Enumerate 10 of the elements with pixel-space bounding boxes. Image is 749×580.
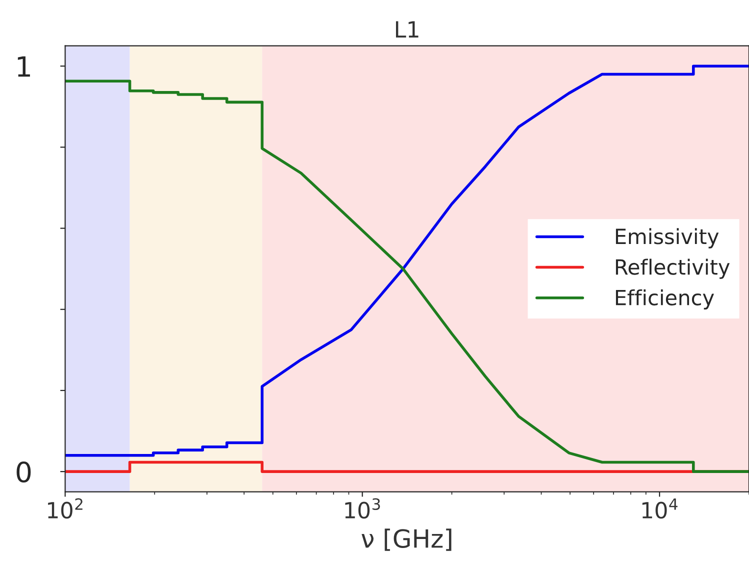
legend-label: Efficiency (616, 289, 714, 310)
y-tick-label: 0 (16, 462, 31, 483)
x-tick-label: 10$^{2}$ (48, 498, 82, 519)
legend-label: Reflectivity (616, 258, 730, 279)
legend-label: Emissivity (616, 228, 719, 248)
y-tick-label: 1 (18, 56, 30, 77)
x-tick-label: 10$^{4}$ (642, 498, 678, 519)
x-axis-title: ν [GHz] (362, 528, 452, 551)
chart-title: L1 (396, 21, 418, 38)
x-tick-label: 10$^{3}$ (345, 498, 380, 519)
